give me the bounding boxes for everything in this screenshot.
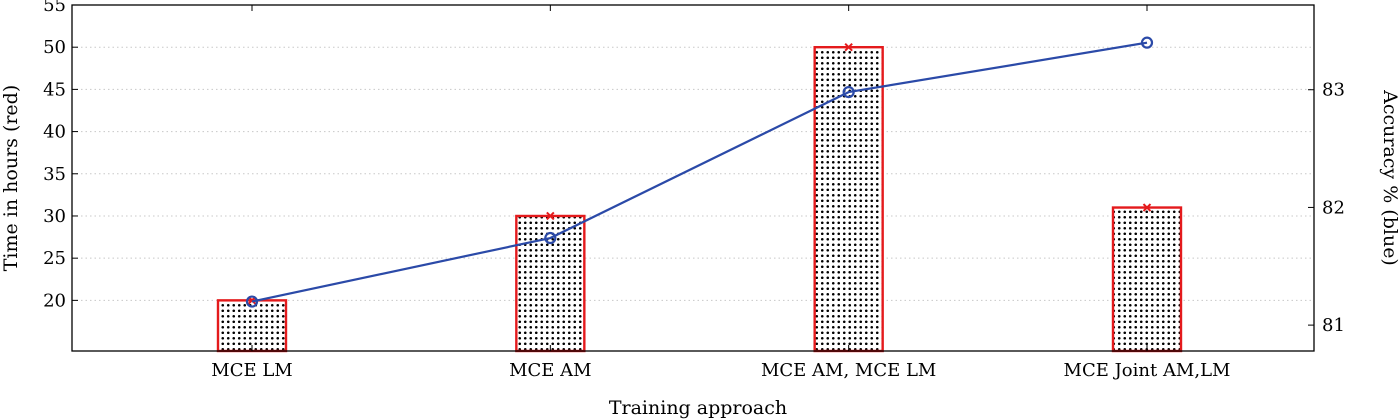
- time-bar: [216, 299, 288, 353]
- axis-ticks: 20 25 30 35 40 45 50 55 81 82 83 MCE LM MCE AM MCE AM…: [43, 0, 1345, 381]
- left-tick-label: 20: [43, 290, 66, 311]
- left-tick-label: 55: [43, 0, 66, 16]
- left-axis-label: Time in hours (red): [0, 85, 22, 272]
- time-bar: [1111, 206, 1183, 353]
- right-axis-label: Accuracy % (blue): [1379, 89, 1400, 266]
- left-tick-label: 40: [43, 122, 66, 143]
- time-marker: [546, 211, 555, 221]
- left-tick-label: 30: [43, 206, 66, 227]
- plot-frame: [71, 4, 1315, 352]
- time-marker: [1142, 203, 1152, 212]
- grid-lines: [72, 4, 1314, 301]
- x-tick-label: MCE LM: [211, 360, 292, 381]
- left-tick-label: 25: [43, 248, 66, 269]
- x-tick-label: MCE AM, MCE LM: [761, 360, 936, 381]
- accuracy-line: [251, 41, 1148, 303]
- accuracy-point: [842, 85, 855, 99]
- x-tick-label: MCE AM: [509, 360, 592, 381]
- x-axis-label: Training approach: [609, 397, 787, 419]
- right-tick-label: 81: [1322, 315, 1345, 336]
- accuracy-point: [1140, 36, 1154, 49]
- time-bar: [515, 214, 586, 353]
- accuracy-series: [245, 36, 1154, 308]
- left-tick-label: 35: [43, 164, 66, 185]
- bar-series: [216, 42, 1183, 353]
- accuracy-point: [544, 231, 557, 245]
- accuracy-point: [245, 295, 259, 308]
- x-tick-label: MCE Joint AM,LM: [1064, 360, 1231, 381]
- left-tick-label: 45: [43, 79, 66, 100]
- left-tick-label: 50: [43, 37, 66, 58]
- time-marker: [844, 42, 853, 52]
- right-tick-label: 83: [1322, 80, 1345, 101]
- right-tick-label: 82: [1322, 197, 1345, 218]
